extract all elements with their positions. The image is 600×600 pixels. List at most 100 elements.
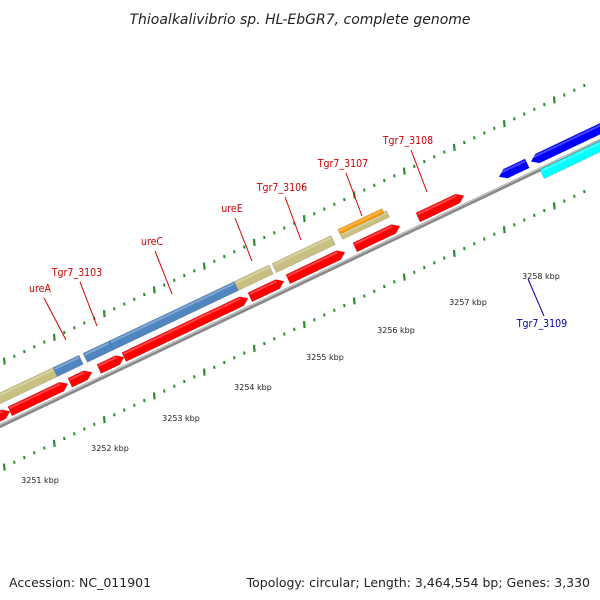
scale-label: 3253 kbp <box>162 414 200 423</box>
outer-tick <box>543 102 546 107</box>
scale-label: 3252 kbp <box>91 444 129 453</box>
inner-tick <box>573 194 576 199</box>
gene-block-ureC-shine <box>110 282 235 344</box>
inner-tick <box>352 297 356 305</box>
gene-label-tgr7_3106: Tgr7_3106 <box>256 182 307 194</box>
outer-tick <box>223 254 226 259</box>
gene-block-Tgr7_3106 <box>271 235 336 273</box>
outer-tick <box>423 159 426 164</box>
cds-block-reverse <box>498 158 530 179</box>
inner-tick <box>63 436 66 441</box>
inner-tick <box>523 218 526 222</box>
outer-tick <box>243 245 246 249</box>
inner-tick <box>2 463 6 471</box>
inner-tick <box>123 408 126 412</box>
outer-tick <box>302 215 306 223</box>
outer-tick <box>323 207 326 211</box>
outer-tick <box>573 88 576 93</box>
leader-line <box>234 217 253 262</box>
inner-tick <box>343 303 346 308</box>
outer-tick <box>52 333 56 341</box>
inner-tick <box>152 392 156 400</box>
cds-block-shine <box>287 251 338 277</box>
inner-tick <box>252 344 256 352</box>
outer-tick <box>152 286 156 294</box>
outer-tick <box>273 231 276 235</box>
backbone-highlight <box>0 139 600 426</box>
inner-tick <box>83 427 86 431</box>
inner-tick <box>463 246 466 251</box>
inner-tick <box>193 375 196 379</box>
outer-tick <box>393 174 396 178</box>
leader-line <box>43 297 67 341</box>
inner-tick <box>43 446 46 450</box>
outer-tick <box>313 212 316 216</box>
outer-tick <box>433 155 436 159</box>
outer-tick <box>73 326 76 330</box>
inner-tick <box>502 226 506 234</box>
outer-tick <box>133 297 136 302</box>
scale-label: 3254 kbp <box>234 383 272 392</box>
inner-tick <box>173 384 176 389</box>
outer-tick <box>193 269 196 273</box>
outer-tick <box>23 349 26 354</box>
map-title: Thioalkalivibrio sp. HL-EbGR7, complete … <box>129 12 470 28</box>
gene-block-ureA <box>0 366 60 405</box>
inner-tick <box>302 321 306 329</box>
inner-tick <box>513 223 516 227</box>
cds-block <box>67 370 93 388</box>
cds-block-shine <box>98 356 117 367</box>
gene-block-ureE <box>233 264 274 291</box>
inner-tick <box>373 289 376 294</box>
scale-label: 3256 kbp <box>377 326 415 335</box>
cds-block-shine <box>0 410 3 414</box>
outer-tick <box>2 357 6 365</box>
inner-tick <box>383 284 386 289</box>
accession-text: Accession: NC_011901 <box>9 575 152 590</box>
inner-tick <box>33 451 36 455</box>
outer-tick <box>13 354 16 359</box>
outer-tick <box>583 83 586 88</box>
inner-tick <box>243 351 246 355</box>
scale-label: 3251 kbp <box>21 476 59 485</box>
inner-tick <box>13 460 16 465</box>
gene-label-tgr7_3109: Tgr7_3109 <box>516 318 567 330</box>
cds-block-reverse <box>530 122 600 164</box>
inner-tick <box>443 256 446 260</box>
outer-tick <box>493 126 496 131</box>
outer-tick <box>513 117 516 121</box>
outer-tick <box>563 93 566 97</box>
inner-tick <box>93 422 96 427</box>
cds-block <box>247 279 285 303</box>
leader-line <box>345 172 363 217</box>
inner-tick <box>73 432 76 436</box>
outer-tick <box>283 226 286 230</box>
outer-tick <box>473 136 476 140</box>
inner-tick-track <box>2 189 586 471</box>
cds-block <box>0 409 11 422</box>
outer-tick <box>43 340 46 344</box>
outer-tick <box>163 283 166 287</box>
cds-block <box>96 355 125 374</box>
gene-block-ureE-shine <box>235 266 270 284</box>
gene-block-Tgr7_3107-orange <box>337 208 385 235</box>
cds-block-highlight-shine <box>541 142 600 172</box>
inner-tick <box>113 413 116 417</box>
outer-tick <box>523 112 526 116</box>
outer-tick <box>402 167 406 175</box>
inner-tick <box>583 189 586 194</box>
inner-tick <box>102 416 106 424</box>
inner-tick <box>52 439 56 447</box>
outer-tick <box>383 178 386 183</box>
inner-tick <box>133 403 136 408</box>
inner-tick <box>473 242 476 246</box>
cds-block <box>121 296 249 363</box>
cds-block-shine <box>9 383 61 409</box>
inner-tick <box>23 455 26 460</box>
inner-tick <box>393 280 396 284</box>
outer-tick <box>83 321 86 325</box>
inner-tick <box>493 232 496 237</box>
genome-backbone <box>0 138 600 429</box>
